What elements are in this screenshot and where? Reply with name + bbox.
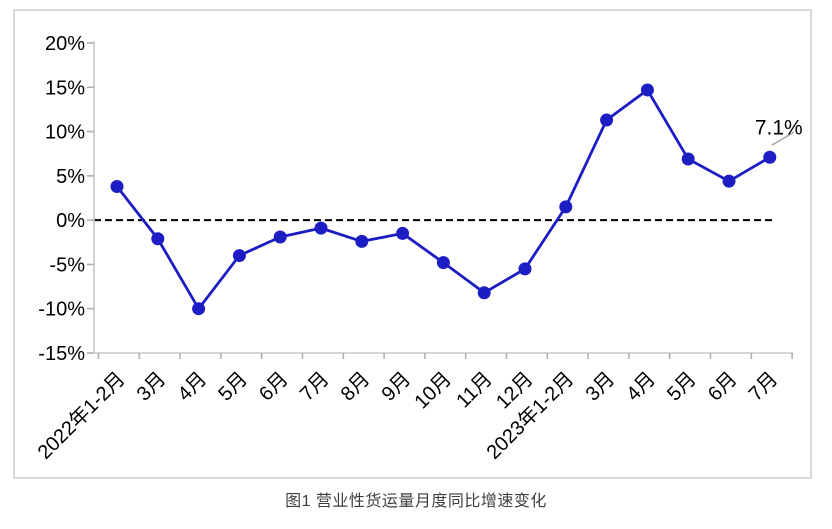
data-point — [518, 262, 532, 276]
x-tick-label: 3月 — [582, 368, 620, 406]
data-point — [232, 249, 246, 263]
data-point — [314, 221, 328, 235]
y-tick-label: -15% — [38, 343, 85, 365]
x-tick-label: 9月 — [378, 368, 416, 406]
x-tick-label: 5月 — [214, 368, 252, 406]
annotation-leader-line — [771, 131, 795, 146]
x-tick-label: 5月 — [663, 368, 701, 406]
data-point — [600, 113, 614, 127]
data-point — [763, 150, 777, 164]
x-tick-label: 7月 — [296, 368, 334, 406]
data-point — [681, 152, 695, 166]
x-tick-label: 8月 — [337, 368, 375, 406]
figure-caption: 图1 营业性货运量月度同比增速变化 — [285, 493, 547, 510]
x-tick-label: 4月 — [174, 368, 212, 406]
data-point — [722, 174, 736, 188]
x-tick-label: 6月 — [255, 368, 293, 406]
data-point — [559, 200, 573, 214]
y-tick-label: 10% — [45, 122, 85, 144]
x-tick-label: 3月 — [133, 368, 171, 406]
x-tick-label: 6月 — [704, 368, 742, 406]
x-tick-label: 4月 — [622, 368, 660, 406]
data-point — [192, 302, 206, 316]
x-tick-label: 10月 — [411, 368, 456, 413]
data-point — [477, 286, 491, 300]
data-point — [396, 226, 410, 240]
annotation-label: 7.1% — [755, 116, 803, 139]
y-tick-label: 5% — [56, 166, 85, 188]
x-tick-label: 2022年1-2月 — [33, 367, 129, 463]
data-point — [151, 232, 165, 246]
data-point — [640, 83, 654, 97]
data-point — [273, 230, 287, 244]
x-tick-label: 11月 — [452, 368, 496, 412]
y-tick-label: 20% — [45, 33, 85, 55]
y-tick-label: 0% — [56, 210, 85, 232]
line-chart: 20%15%10%5%0%-5%-10%-15%2022年1-2月 3月 4月 5月 6… — [33, 33, 803, 464]
data-point — [436, 256, 450, 270]
series-line — [115, 88, 772, 311]
data-point — [110, 179, 124, 193]
y-tick-label: 15% — [45, 77, 85, 99]
x-tick-label: 7月 — [745, 368, 783, 406]
chart-frame: 20% 15% 10% 5% 0% -5% -10% -15% 2022年1-2月 3月 4月 5月 6… — [13, 9, 812, 479]
y-tick-label: -5% — [49, 254, 85, 276]
y-tick-label: -10% — [38, 299, 85, 321]
data-point — [355, 234, 369, 248]
